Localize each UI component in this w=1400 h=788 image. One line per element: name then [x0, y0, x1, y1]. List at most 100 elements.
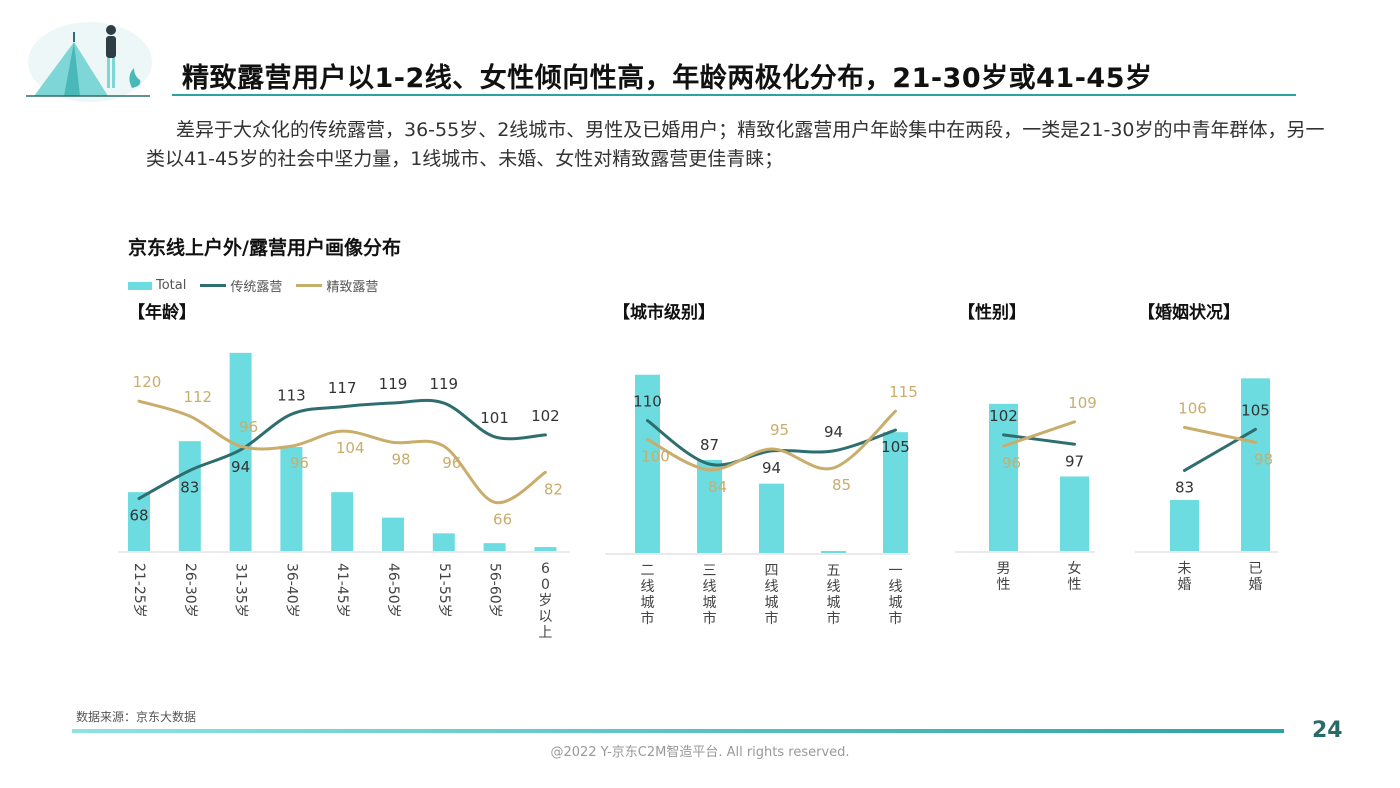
total-bar — [1060, 476, 1089, 551]
traditional-data-label: 110 — [633, 393, 662, 411]
traditional-data-label: 117 — [328, 379, 357, 397]
panel-title: 【年龄】 — [128, 302, 196, 323]
refined-data-label: 96 — [239, 418, 258, 436]
total-bar — [1241, 378, 1270, 551]
refined-data-label: 84 — [708, 478, 727, 496]
camping-logo-icon — [26, 22, 152, 102]
category-label: 21-25岁 — [131, 563, 147, 618]
category-label: 36-40岁 — [283, 563, 299, 618]
refined-data-label: 104 — [336, 439, 365, 457]
total-bar — [883, 432, 908, 553]
category-label: 31-35岁 — [233, 563, 249, 618]
legend-total-label: Total — [156, 278, 187, 293]
traditional-data-label: 105 — [1241, 401, 1270, 419]
total-bar — [697, 459, 722, 553]
category-label: 26-30岁 — [182, 563, 198, 618]
total-bar — [128, 492, 150, 551]
traditional-data-label: 94 — [231, 458, 250, 476]
category-label: 三线城市 — [703, 563, 717, 627]
refined-data-label: 98 — [1254, 450, 1273, 468]
intro-paragraph: 差异于大众化的传统露营，36-55岁、2线城市、男性及已婚用户；精致化露营用户年… — [146, 119, 1325, 170]
traditional-data-label: 68 — [129, 507, 148, 525]
legend-traditional: 传统露营 — [200, 276, 282, 295]
legend-traditional-swatch — [200, 284, 227, 287]
chart-title: 京东线上户外/露营用户画像分布 — [128, 237, 401, 259]
total-bar — [483, 543, 506, 551]
category-label: 未婚 — [1178, 561, 1192, 593]
traditional-data-label: 113 — [277, 386, 306, 404]
category-label: 46-50岁 — [385, 563, 401, 618]
total-bar — [280, 447, 303, 551]
traditional-data-label: 101 — [480, 409, 509, 427]
category-label: 已婚 — [1249, 561, 1263, 593]
legend-refined-swatch — [296, 284, 323, 287]
total-bar — [821, 551, 846, 553]
legend-total: Total — [128, 278, 186, 293]
user-profile-charts: 【年龄】 21-25岁 26-30岁 31-35岁 36-40岁 41-45岁 46-50岁… — [118, 302, 1278, 641]
refined-data-label: 96 — [442, 454, 461, 472]
total-bar — [432, 533, 455, 551]
refined-line — [137, 399, 547, 505]
refined-line — [1002, 420, 1076, 448]
traditional-line — [1002, 433, 1076, 446]
refined-data-label: 98 — [391, 450, 410, 468]
traditional-data-label: 94 — [762, 459, 781, 477]
traditional-data-label: 83 — [180, 478, 199, 496]
refined-data-label: 109 — [1068, 394, 1097, 412]
traditional-line — [1183, 427, 1257, 472]
traditional-data-label: 119 — [429, 375, 458, 393]
copyright: @2022 Y-京东C2M智造平台. All rights reserved. — [550, 745, 850, 760]
category-label: 男性 — [997, 561, 1011, 593]
legend-refined-label: 精致露营 — [326, 280, 379, 295]
refined-data-label: 120 — [133, 373, 162, 391]
panel-title: 【性别】 — [958, 302, 1026, 323]
category-label: 一线城市 — [889, 563, 903, 627]
refined-data-label: 100 — [641, 448, 670, 466]
total-bar — [1170, 499, 1199, 551]
traditional-line — [646, 419, 897, 467]
category-label: 二线城市 — [641, 563, 655, 627]
traditional-data-label: 83 — [1175, 478, 1194, 496]
category-label: 五线城市 — [827, 563, 841, 627]
total-bar — [635, 374, 660, 553]
data-source: 数据来源：京东大数据 — [76, 710, 197, 724]
total-bar — [989, 403, 1018, 551]
total-bar — [331, 492, 354, 551]
category-label: 51-55岁 — [436, 563, 452, 618]
refined-data-label: 106 — [1178, 399, 1207, 417]
category-label: 女性 — [1068, 560, 1082, 593]
legend-total-swatch — [128, 281, 152, 290]
category-label: 6 0 岁以上 — [538, 561, 552, 641]
total-bar — [382, 517, 404, 551]
category-label: 41-45岁 — [334, 563, 350, 618]
panel-title: 【城市级别】 — [613, 302, 715, 323]
traditional-data-label: 94 — [824, 423, 843, 441]
traditional-data-label: 105 — [881, 438, 910, 456]
traditional-data-label: 119 — [379, 375, 408, 393]
page-title: 精致露营用户以1-2线、女性倾向性高，年龄两极化分布，21-30岁或41-45岁 — [182, 63, 1153, 94]
legend-traditional-label: 传统露营 — [230, 280, 283, 295]
refined-data-label: 112 — [183, 388, 212, 406]
footer-rule — [72, 729, 1284, 733]
total-bar — [229, 352, 252, 551]
refined-data-label: 96 — [290, 454, 309, 472]
panel-title: 【婚姻状况】 — [1138, 302, 1240, 323]
refined-line — [1183, 425, 1257, 444]
refined-data-label: 66 — [493, 510, 512, 528]
refined-data-label: 115 — [889, 383, 918, 401]
page-number: 24 — [1312, 718, 1343, 743]
refined-data-label: 82 — [544, 480, 563, 498]
legend-refined: 精致露营 — [296, 276, 378, 295]
chart-legend: Total 传统露营 精致露营 — [128, 276, 392, 295]
category-label: 56-60岁 — [487, 563, 503, 618]
refined-line — [646, 409, 897, 472]
total-bar — [759, 483, 784, 553]
refined-data-label: 96 — [1002, 454, 1021, 472]
traditional-data-label: 97 — [1065, 452, 1084, 470]
traditional-data-label: 102 — [531, 407, 560, 425]
traditional-line — [137, 398, 547, 501]
traditional-data-label: 87 — [700, 436, 719, 454]
category-label: 四线城市 — [765, 563, 779, 627]
total-bar — [534, 547, 557, 551]
refined-data-label: 95 — [770, 421, 789, 439]
